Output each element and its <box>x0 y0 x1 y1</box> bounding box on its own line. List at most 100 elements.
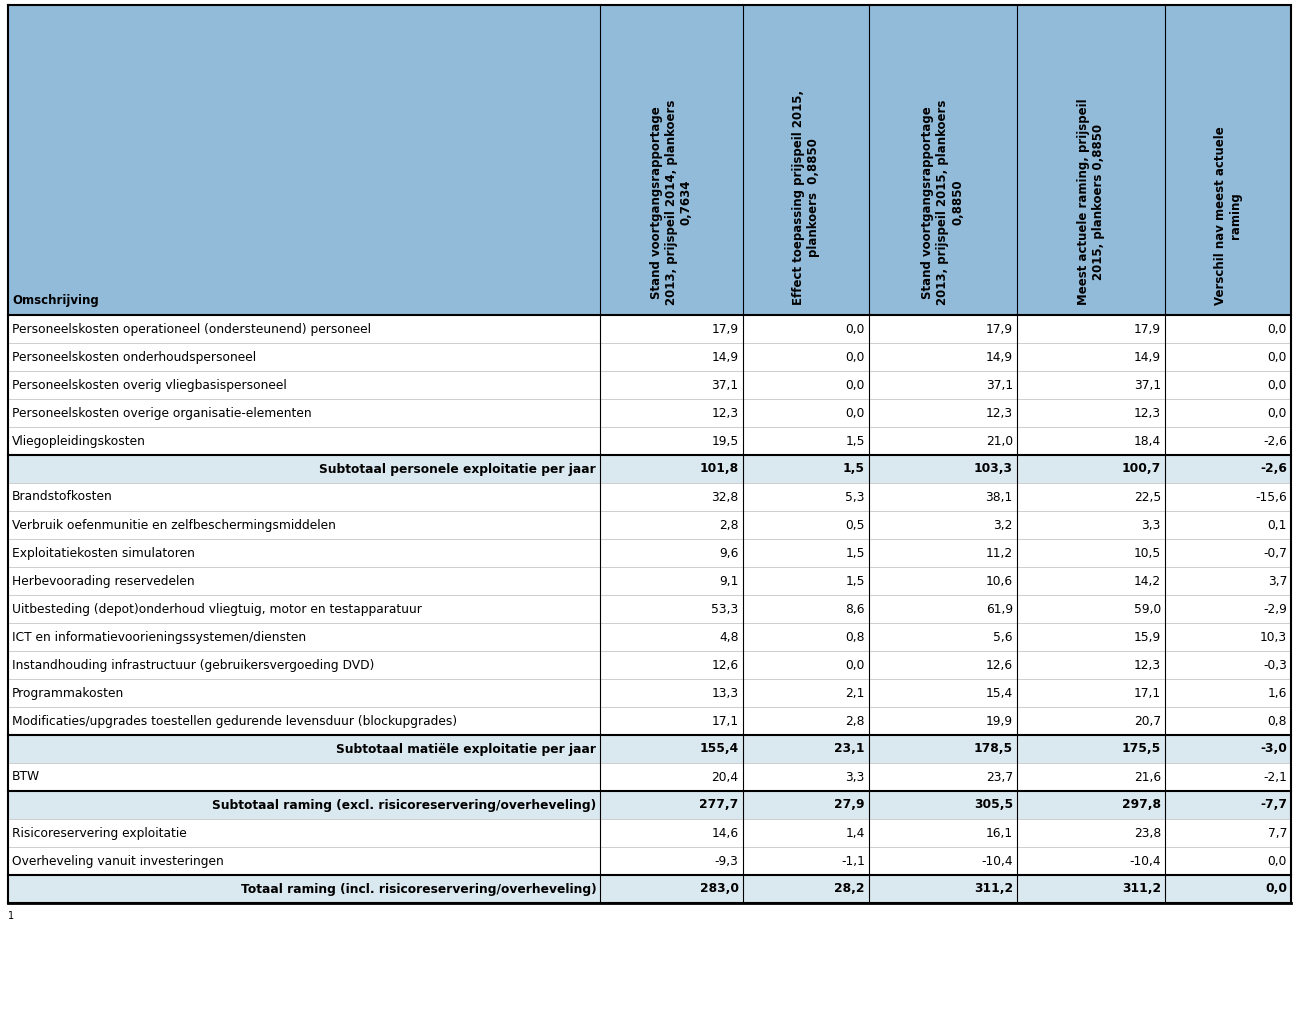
Text: Programmakosten: Programmakosten <box>12 686 125 699</box>
Text: 10,5: 10,5 <box>1134 547 1161 559</box>
Text: 5,6: 5,6 <box>994 631 1013 643</box>
Text: 1,5: 1,5 <box>843 463 865 475</box>
Text: 21,6: 21,6 <box>1134 770 1161 783</box>
Text: Stand voortgangsrapportage
2013, prijspeil 2015, plankoers
0,8850: Stand voortgangsrapportage 2013, prijspe… <box>921 99 964 305</box>
Text: -7,7: -7,7 <box>1260 799 1287 811</box>
Text: 178,5: 178,5 <box>974 742 1013 756</box>
Text: 23,8: 23,8 <box>1134 826 1161 840</box>
Text: Verbruik oefenmunitie en zelfbeschermingsmiddelen: Verbruik oefenmunitie en zelfbescherming… <box>12 518 336 531</box>
Text: Modificaties/upgrades toestellen gedurende levensduur (blockupgrades): Modificaties/upgrades toestellen geduren… <box>12 715 457 727</box>
Text: 1,6: 1,6 <box>1268 686 1287 699</box>
Bar <box>8 427 1291 455</box>
Bar <box>8 539 1291 567</box>
Text: Personeelskosten operationeel (ondersteunend) personeel: Personeelskosten operationeel (ondersteu… <box>12 323 372 336</box>
Text: 53,3: 53,3 <box>712 602 739 615</box>
Text: 17,1: 17,1 <box>712 715 739 727</box>
Bar <box>8 315 1291 343</box>
Bar <box>8 595 1291 623</box>
Text: Subtotaal personele exploitatie per jaar: Subtotaal personele exploitatie per jaar <box>320 463 596 475</box>
Text: 17,1: 17,1 <box>1134 686 1161 699</box>
Bar <box>8 735 1291 763</box>
Bar <box>8 791 1291 819</box>
Text: 4,8: 4,8 <box>720 631 739 643</box>
Text: 101,8: 101,8 <box>700 463 739 475</box>
Text: Exploitatiekosten simulatoren: Exploitatiekosten simulatoren <box>12 547 195 559</box>
Text: -10,4: -10,4 <box>981 854 1013 867</box>
Text: 15,9: 15,9 <box>1134 631 1161 643</box>
Text: -10,4: -10,4 <box>1129 854 1161 867</box>
Text: 11,2: 11,2 <box>986 547 1013 559</box>
Text: 0,0: 0,0 <box>1268 323 1287 336</box>
Text: Verschil nav meest actuele
raming: Verschil nav meest actuele raming <box>1215 126 1242 305</box>
Text: 0,5: 0,5 <box>846 518 865 531</box>
Text: Effect toepassing prijspeil 2015,
plankoers  0,8850: Effect toepassing prijspeil 2015, planko… <box>792 90 820 305</box>
Text: 12,6: 12,6 <box>986 658 1013 672</box>
Text: 283,0: 283,0 <box>700 883 739 896</box>
Text: -2,1: -2,1 <box>1263 770 1287 783</box>
Text: 1,4: 1,4 <box>846 826 865 840</box>
Text: 12,3: 12,3 <box>712 407 739 420</box>
Bar <box>8 874 1291 903</box>
Text: 15,4: 15,4 <box>986 686 1013 699</box>
Text: 0,0: 0,0 <box>846 323 865 336</box>
Text: 0,0: 0,0 <box>846 379 865 391</box>
Text: 311,2: 311,2 <box>1122 883 1161 896</box>
Text: 277,7: 277,7 <box>699 799 739 811</box>
Text: Totaal raming (incl. risicoreservering/overheveling): Totaal raming (incl. risicoreservering/o… <box>240 883 596 896</box>
Text: 1,5: 1,5 <box>846 547 865 559</box>
Text: Overheveling vanuit investeringen: Overheveling vanuit investeringen <box>12 854 223 867</box>
Bar <box>8 371 1291 399</box>
Text: 1,5: 1,5 <box>846 434 865 447</box>
Text: 14,9: 14,9 <box>986 350 1013 364</box>
Text: 0,0: 0,0 <box>1268 854 1287 867</box>
Text: 38,1: 38,1 <box>986 490 1013 504</box>
Text: -2,9: -2,9 <box>1263 602 1287 615</box>
Text: Meest actuele raming, prijspeil
2015, plankoers 0,8850: Meest actuele raming, prijspeil 2015, pl… <box>1077 98 1105 305</box>
Text: BTW: BTW <box>12 770 40 783</box>
Bar <box>8 399 1291 427</box>
Text: 27,9: 27,9 <box>834 799 865 811</box>
Text: -1,1: -1,1 <box>840 854 865 867</box>
Text: 175,5: 175,5 <box>1121 742 1161 756</box>
Text: Omschrijving: Omschrijving <box>12 294 99 307</box>
Text: 14,9: 14,9 <box>712 350 739 364</box>
Text: 22,5: 22,5 <box>1134 490 1161 504</box>
Text: 20,7: 20,7 <box>1134 715 1161 727</box>
Bar <box>8 763 1291 791</box>
Text: 2,8: 2,8 <box>720 518 739 531</box>
Text: 0,8: 0,8 <box>1268 715 1287 727</box>
Text: -0,3: -0,3 <box>1263 658 1287 672</box>
Text: 1: 1 <box>8 911 14 921</box>
Text: 3,3: 3,3 <box>1142 518 1161 531</box>
Text: 18,4: 18,4 <box>1134 434 1161 447</box>
Text: 0,0: 0,0 <box>1268 407 1287 420</box>
Bar <box>8 567 1291 595</box>
Text: -2,6: -2,6 <box>1260 463 1287 475</box>
Text: -2,6: -2,6 <box>1263 434 1287 447</box>
Text: 23,1: 23,1 <box>834 742 865 756</box>
Text: 9,6: 9,6 <box>720 547 739 559</box>
Text: -0,7: -0,7 <box>1263 547 1287 559</box>
Text: 12,3: 12,3 <box>1134 407 1161 420</box>
Text: 23,7: 23,7 <box>986 770 1013 783</box>
Text: 103,3: 103,3 <box>974 463 1013 475</box>
Text: 19,5: 19,5 <box>712 434 739 447</box>
Text: 59,0: 59,0 <box>1134 602 1161 615</box>
Text: 7,7: 7,7 <box>1268 826 1287 840</box>
Text: 37,1: 37,1 <box>1134 379 1161 391</box>
Text: 20,4: 20,4 <box>712 770 739 783</box>
Text: -9,3: -9,3 <box>714 854 739 867</box>
Bar <box>8 483 1291 511</box>
Text: 2,8: 2,8 <box>846 715 865 727</box>
Text: Brandstofkosten: Brandstofkosten <box>12 490 113 504</box>
Text: 0,0: 0,0 <box>1268 379 1287 391</box>
Text: Herbevoorading reservedelen: Herbevoorading reservedelen <box>12 574 195 588</box>
Text: Stand voortgangsrapportage
2013, prijspeil 2014, plankoers
0,7634: Stand voortgangsrapportage 2013, prijspe… <box>650 99 692 305</box>
Text: 16,1: 16,1 <box>986 826 1013 840</box>
Text: 1,5: 1,5 <box>846 574 865 588</box>
Text: Risicoreservering exploitatie: Risicoreservering exploitatie <box>12 826 187 840</box>
Text: 14,2: 14,2 <box>1134 574 1161 588</box>
Text: 3,7: 3,7 <box>1268 574 1287 588</box>
Text: 3,3: 3,3 <box>846 770 865 783</box>
Text: 32,8: 32,8 <box>712 490 739 504</box>
